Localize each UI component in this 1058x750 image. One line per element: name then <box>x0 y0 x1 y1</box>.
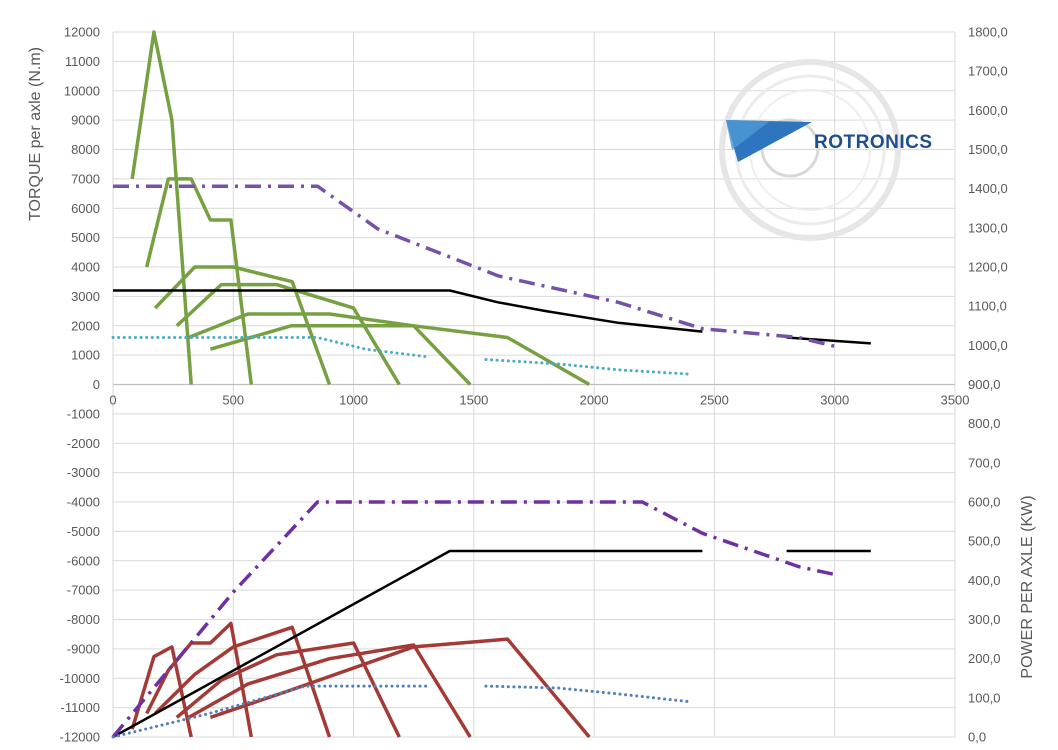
y2-tick-label-17: 100,0 <box>968 690 1001 705</box>
y2-tick-label-7: 1100,0 <box>968 299 1007 314</box>
y-tick-label-24: -12000 <box>60 730 100 745</box>
series-line-20 <box>111 684 428 739</box>
y2-tick-label-8: 1000,0 <box>968 338 1008 353</box>
logo-wedge-highlight <box>726 120 770 150</box>
series-line-21 <box>484 684 692 704</box>
y-tick-label-11: 1000 <box>71 348 100 363</box>
series-line-10 <box>484 358 692 376</box>
y2-tick-label-15: 300,0 <box>968 612 1001 627</box>
y-tick-label-20: -8000 <box>67 612 100 627</box>
x-tick-label-3: 1500 <box>459 393 488 408</box>
y-tick-label-7: 5000 <box>71 230 100 245</box>
series-line-17 <box>112 549 703 739</box>
y2-tick-label-3: 1500,0 <box>968 142 1008 157</box>
y2-tick-label-9: 900,0 <box>968 377 1001 392</box>
logo-text: ROTRONICS <box>814 132 933 153</box>
rotronics-logo: ROTRONICS <box>719 59 933 241</box>
x-tick-label-4: 2000 <box>580 393 609 408</box>
series-line-9 <box>111 336 428 359</box>
left-axis-title: TORQUE per axle (N.m) <box>27 47 44 221</box>
y2-tick-label-1: 1700,0 <box>968 64 1008 79</box>
x-tick-label-5: 2500 <box>700 393 729 408</box>
y2-tick-label-11: 700,0 <box>968 455 1001 470</box>
y-tick-label-5: 7000 <box>71 171 100 186</box>
y-tick-label-23: -11000 <box>60 700 100 715</box>
series-line-12 <box>145 621 254 738</box>
y2-tick-label-2: 1600,0 <box>968 103 1008 118</box>
y2-tick-label-16: 200,0 <box>968 651 1001 666</box>
y-tick-label-17: -5000 <box>67 524 100 539</box>
y-tick-label-15: -3000 <box>67 465 100 480</box>
y-tick-label-10: 2000 <box>71 318 100 333</box>
y-tick-label-12: 0 <box>93 377 100 392</box>
series-line-8 <box>113 184 836 349</box>
series-line-2 <box>153 265 332 386</box>
y2-tick-label-4: 1400,0 <box>968 181 1008 196</box>
series-line-6 <box>113 289 703 333</box>
series-line-16 <box>209 637 591 739</box>
y2-tick-label-0: 1800,0 <box>968 25 1008 40</box>
y2-tick-label-13: 500,0 <box>968 534 1001 549</box>
series-line-14 <box>175 641 401 738</box>
y-tick-label-1: 11000 <box>65 54 100 69</box>
y-tick-label-22: -10000 <box>60 671 100 686</box>
x-tick-label-1: 500 <box>222 393 244 408</box>
y2-tick-label-6: 1200,0 <box>968 260 1008 275</box>
series-line-15 <box>187 643 472 738</box>
series-line-13 <box>153 625 332 738</box>
x-tick-label-7: 3500 <box>941 393 970 408</box>
y-tick-label-21: -9000 <box>67 641 100 656</box>
y-tick-label-6: 6000 <box>71 201 100 216</box>
y-tick-label-8: 4000 <box>71 260 100 275</box>
y-tick-label-2: 10000 <box>64 83 100 98</box>
series-line-19 <box>111 500 836 739</box>
series-line-3 <box>175 282 401 386</box>
x-tick-label-6: 3000 <box>820 393 849 408</box>
y-tick-label-16: -4000 <box>67 495 100 510</box>
y-tick-label-0: 12000 <box>64 25 100 40</box>
series-line-1 <box>145 177 254 385</box>
series-line-0 <box>130 30 193 385</box>
y-tick-label-3: 9000 <box>71 113 100 128</box>
y2-tick-label-14: 400,0 <box>968 573 1001 588</box>
y2-tick-label-18: 0,0 <box>968 730 986 745</box>
y-tick-label-13: -1000 <box>67 406 100 421</box>
series-lines <box>111 30 871 739</box>
y2-tick-label-12: 600,0 <box>968 495 1001 510</box>
series-line-5 <box>209 324 591 387</box>
series-line-4 <box>188 312 472 386</box>
x-tick-label-2: 1000 <box>339 393 368 408</box>
series-line-11 <box>130 645 193 738</box>
logo-swirl-rings <box>719 59 901 241</box>
y-tick-label-14: -2000 <box>67 436 100 451</box>
y-tick-label-4: 8000 <box>71 142 100 157</box>
x-tick-label-0: 0 <box>109 393 116 408</box>
y-tick-label-9: 3000 <box>71 289 100 304</box>
y2-tick-label-5: 1300,0 <box>968 220 1008 235</box>
y2-tick-label-10: 800,0 <box>968 416 1001 431</box>
y-tick-label-19: -7000 <box>67 583 100 598</box>
tick-labels: 0 500 1000 1500 2000 2500 3000 3500 12000 11000 10… <box>60 25 1008 745</box>
y-tick-label-18: -6000 <box>67 553 100 568</box>
right-axis-title: POWER PER AXLE (KW) <box>1019 495 1036 678</box>
